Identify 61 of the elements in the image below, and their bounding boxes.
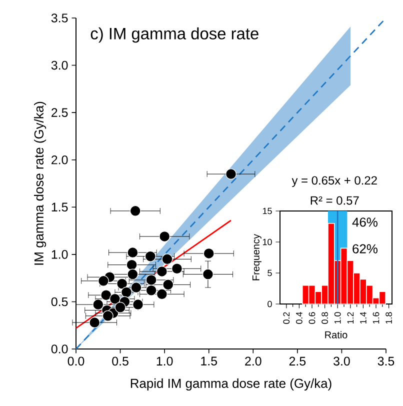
x-tick-label: 1.0 <box>156 356 173 366</box>
x-tick-label: 1.2 <box>347 312 354 324</box>
x-tick-label: 0.0 <box>68 356 84 366</box>
y-tick-label: 1.5 <box>52 202 68 212</box>
y-tick-label: 0 <box>268 300 272 308</box>
text: c) IM gamma dose rate <box>90 27 258 43</box>
point <box>126 259 138 270</box>
x-tick-label: 0.5 <box>112 356 128 366</box>
x-tick-label: 0.6 <box>308 312 316 324</box>
y-tick-label: 3.5 <box>51 14 68 22</box>
annotation: R² = 0.57 <box>310 196 359 205</box>
x-tick-label: 1.4 <box>360 312 366 324</box>
point <box>130 205 141 216</box>
x-tick-label: 2.0 <box>245 356 262 366</box>
x-tick-label: 0.2 <box>283 312 290 324</box>
y-axis-title: IM gamma dose rate (Gy/ka) <box>34 102 46 265</box>
annotation: 46% <box>352 218 378 227</box>
point <box>146 274 157 286</box>
x-tick-label: 1.6 <box>372 312 380 324</box>
point <box>109 293 120 304</box>
y-tick-label: 0.0 <box>51 344 68 354</box>
point <box>162 279 174 290</box>
point <box>89 317 100 328</box>
point <box>116 278 128 290</box>
point <box>226 168 236 180</box>
point <box>100 290 112 301</box>
point <box>121 286 132 298</box>
x-tick-label: 2.5 <box>289 356 306 366</box>
x-axis-title: Rapid IM gamma dose rate (Gy/ka) <box>130 378 332 390</box>
y-tick-label: 1.0 <box>52 250 68 259</box>
point <box>162 254 173 265</box>
x-tick-label: 0.4 <box>296 312 302 324</box>
x-tick-label: 3.5 <box>378 356 394 366</box>
y-tick-label: 2.0 <box>52 155 68 164</box>
x-tick-label: 1.0 <box>334 312 341 324</box>
point <box>202 268 214 280</box>
point <box>203 248 214 259</box>
point <box>114 302 126 313</box>
x-tick-label: 1.5 <box>201 356 217 366</box>
point <box>98 275 109 286</box>
y-tick-label: 10 <box>262 238 272 246</box>
point <box>127 247 138 258</box>
point <box>156 266 168 277</box>
x-axis-title: Ratio <box>325 331 348 338</box>
point <box>156 288 168 300</box>
y-tick-label: 0.5 <box>51 297 68 306</box>
y-tick-label: 3.0 <box>51 60 68 70</box>
annotation: y = 0.65x + 0.22 <box>292 176 377 188</box>
y-axis-title: Frequency <box>252 234 262 280</box>
annotation: 62% <box>352 244 378 254</box>
y-tick-label: 2.5 <box>52 108 68 117</box>
point <box>92 299 104 310</box>
point <box>144 250 156 262</box>
y-tick-label: 5 <box>268 270 272 276</box>
point <box>102 310 114 322</box>
point <box>159 230 170 242</box>
x-tick-label: 1.8 <box>386 312 392 324</box>
point <box>146 284 157 296</box>
x-tick-label: 3.0 <box>334 356 350 366</box>
y-tick-label: 15 <box>262 208 272 214</box>
x-tick-label: 0.8 <box>322 312 328 324</box>
